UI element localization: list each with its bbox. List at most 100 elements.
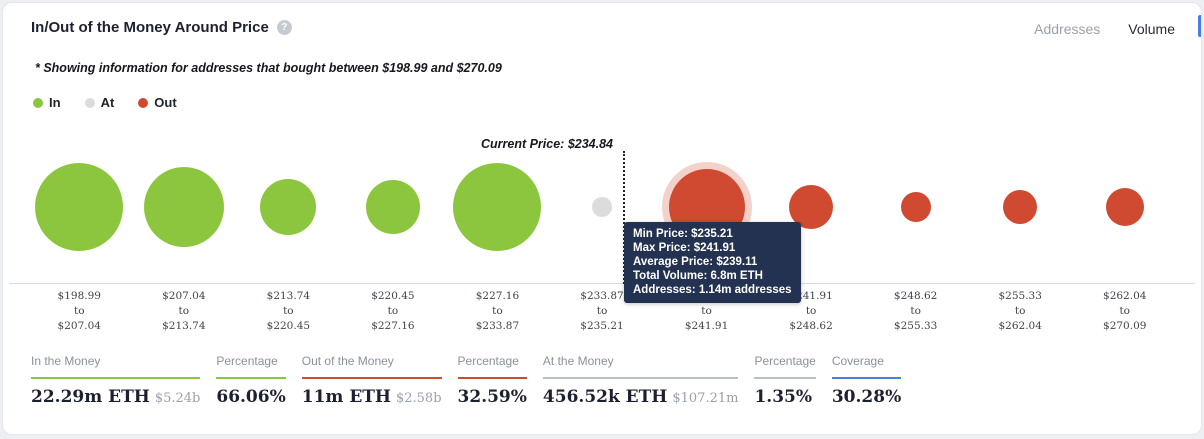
stat-percentage: Percentage 32.59% xyxy=(457,354,527,407)
stat-label: Percentage xyxy=(216,354,286,379)
range-from: $198.99 xyxy=(57,290,101,302)
current-price-label: Current Price: $234.84 xyxy=(480,137,613,151)
axis-label: $220.45 to $227.16 xyxy=(341,289,446,334)
stat-at-the-money: At the Money 456.52k ETH $107.21m xyxy=(542,354,739,407)
stat-percentage: Percentage 1.35% xyxy=(754,354,816,407)
stat-label: At the Money xyxy=(542,354,739,379)
range-from: $227.16 xyxy=(475,290,520,302)
axis-label: $255.33 to $262.04 xyxy=(968,289,1073,334)
range-separator: to xyxy=(701,305,712,317)
active-tab-indicator xyxy=(1198,15,1201,37)
at-dot xyxy=(84,97,95,108)
range-separator: to xyxy=(1119,305,1130,317)
axis-label: $227.16 to $233.87 xyxy=(445,289,550,334)
legend-item-out[interactable]: Out xyxy=(138,95,177,110)
range-to: $227.16 xyxy=(371,320,415,332)
chart-bubble-at[interactable] xyxy=(592,197,612,217)
tooltip-row: Min Price: $235.21 xyxy=(633,228,733,240)
axis-label: $248.62 to $255.33 xyxy=(863,289,968,334)
stat-value-main: 456.52k ETH xyxy=(542,387,668,407)
legend: In At Out xyxy=(33,95,1201,110)
bubbles-layer xyxy=(27,127,1177,283)
stat-value: 11m ETH $2.58b xyxy=(302,387,442,407)
stat-value: 456.52k ETH $107.21m xyxy=(543,387,739,407)
tab-volume[interactable]: Volume xyxy=(1128,21,1175,37)
chart-bubble-in[interactable] xyxy=(365,180,420,234)
range-separator: to xyxy=(283,305,294,317)
chart-bubble-out[interactable] xyxy=(900,192,931,222)
stat-coverage: Coverage 30.28% xyxy=(831,354,902,407)
stat-value-sub: $5.24b xyxy=(154,391,201,406)
stat-value: 32.59% xyxy=(458,387,527,407)
range-from: $262.04 xyxy=(1103,290,1147,302)
range-note: * Showing information for addresses that… xyxy=(35,61,502,75)
axis-label: $233.87 to $235.21 xyxy=(550,289,655,334)
axis-label: $207.04 to $213.74 xyxy=(132,289,237,334)
stat-value-main: 11m ETH xyxy=(301,387,391,407)
title-wrap: In/Out of the Money Around Price ? xyxy=(31,19,292,36)
stat-label: In the Money xyxy=(31,354,201,379)
range-to: $213.74 xyxy=(162,320,206,332)
stat-label: Coverage xyxy=(831,354,902,379)
axis-label: $198.99 to $207.04 xyxy=(27,289,132,334)
in-dot xyxy=(33,97,43,108)
stat-value-sub: $2.58b xyxy=(395,391,442,406)
stat-value: 1.35% xyxy=(754,387,815,407)
stat-value-sub: $107.21m xyxy=(672,391,739,406)
stat-in-the-money: In the Money 22.29m ETH $5.24b xyxy=(31,354,201,407)
tooltip-row: Max Price: $241.91 xyxy=(633,242,736,254)
out-dot xyxy=(138,97,149,108)
chart-bubble-in[interactable] xyxy=(453,163,542,251)
range-to: $248.62 xyxy=(789,320,833,332)
range-separator: to xyxy=(387,305,399,317)
range-separator: to xyxy=(178,305,190,317)
legend-item-in[interactable]: In xyxy=(33,95,61,110)
range-separator: to xyxy=(73,305,85,317)
chart-bubble-in[interactable] xyxy=(143,167,224,247)
stat-percentage: Percentage 66.06% xyxy=(216,354,286,407)
range-separator: to xyxy=(805,305,817,317)
legend-label: Out xyxy=(154,95,177,110)
range-from: $255.33 xyxy=(998,290,1042,302)
range-from: $233.87 xyxy=(580,290,624,302)
tab-addresses[interactable]: Addresses xyxy=(1034,21,1101,37)
stat-value-main: 30.28% xyxy=(831,387,902,407)
stat-value-main: 32.59% xyxy=(457,387,527,407)
legend-label: In xyxy=(49,95,61,110)
legend-item-at[interactable]: At xyxy=(84,95,115,110)
range-to: $220.45 xyxy=(266,320,311,332)
chart-bubble-out[interactable] xyxy=(1003,190,1038,224)
axis-label: $213.74 to $220.45 xyxy=(236,289,341,334)
tooltip-row: Addresses: 1.14m addresses xyxy=(633,284,792,296)
stat-label: Out of the Money xyxy=(301,354,442,379)
range-to: $270.09 xyxy=(1103,320,1147,332)
stat-out-of-the-money: Out of the Money 11m ETH $2.58b xyxy=(301,354,442,407)
range-to: $241.91 xyxy=(684,320,729,332)
stat-value: 22.29m ETH $5.24b xyxy=(31,387,200,407)
current-price-line xyxy=(623,151,626,284)
tooltip-row: Total Volume: 6.8m ETH xyxy=(633,270,763,282)
view-tabs: Addresses Volume xyxy=(1034,21,1175,37)
legend-label: At xyxy=(100,95,115,110)
tooltip-row: Average Price: $239.11 xyxy=(633,256,758,268)
range-separator: to xyxy=(492,305,503,317)
chart-bubble-in[interactable] xyxy=(260,179,317,235)
stat-value: 30.28% xyxy=(832,387,901,407)
chart-bubble-out[interactable] xyxy=(1105,188,1144,226)
widget-header: In/Out of the Money Around Price ? Addre… xyxy=(3,3,1201,37)
range-to: $233.87 xyxy=(475,320,520,332)
chart-bubble-out[interactable] xyxy=(789,185,834,229)
page-title: In/Out of the Money Around Price xyxy=(31,19,269,36)
range-from: $220.45 xyxy=(371,290,415,302)
bubble-chart: Current Price: $234.84 xyxy=(9,127,1195,284)
range-separator: to xyxy=(1014,305,1026,317)
axis-label: $262.04 to $270.09 xyxy=(1072,289,1177,334)
range-to: $235.21 xyxy=(580,320,624,332)
chart-bubble-in[interactable] xyxy=(35,163,124,251)
range-to: $255.33 xyxy=(893,320,938,332)
help-icon[interactable]: ? xyxy=(276,20,292,35)
range-separator: to xyxy=(910,305,921,317)
stat-value: 66.06% xyxy=(216,387,285,407)
range-separator: to xyxy=(596,305,608,317)
